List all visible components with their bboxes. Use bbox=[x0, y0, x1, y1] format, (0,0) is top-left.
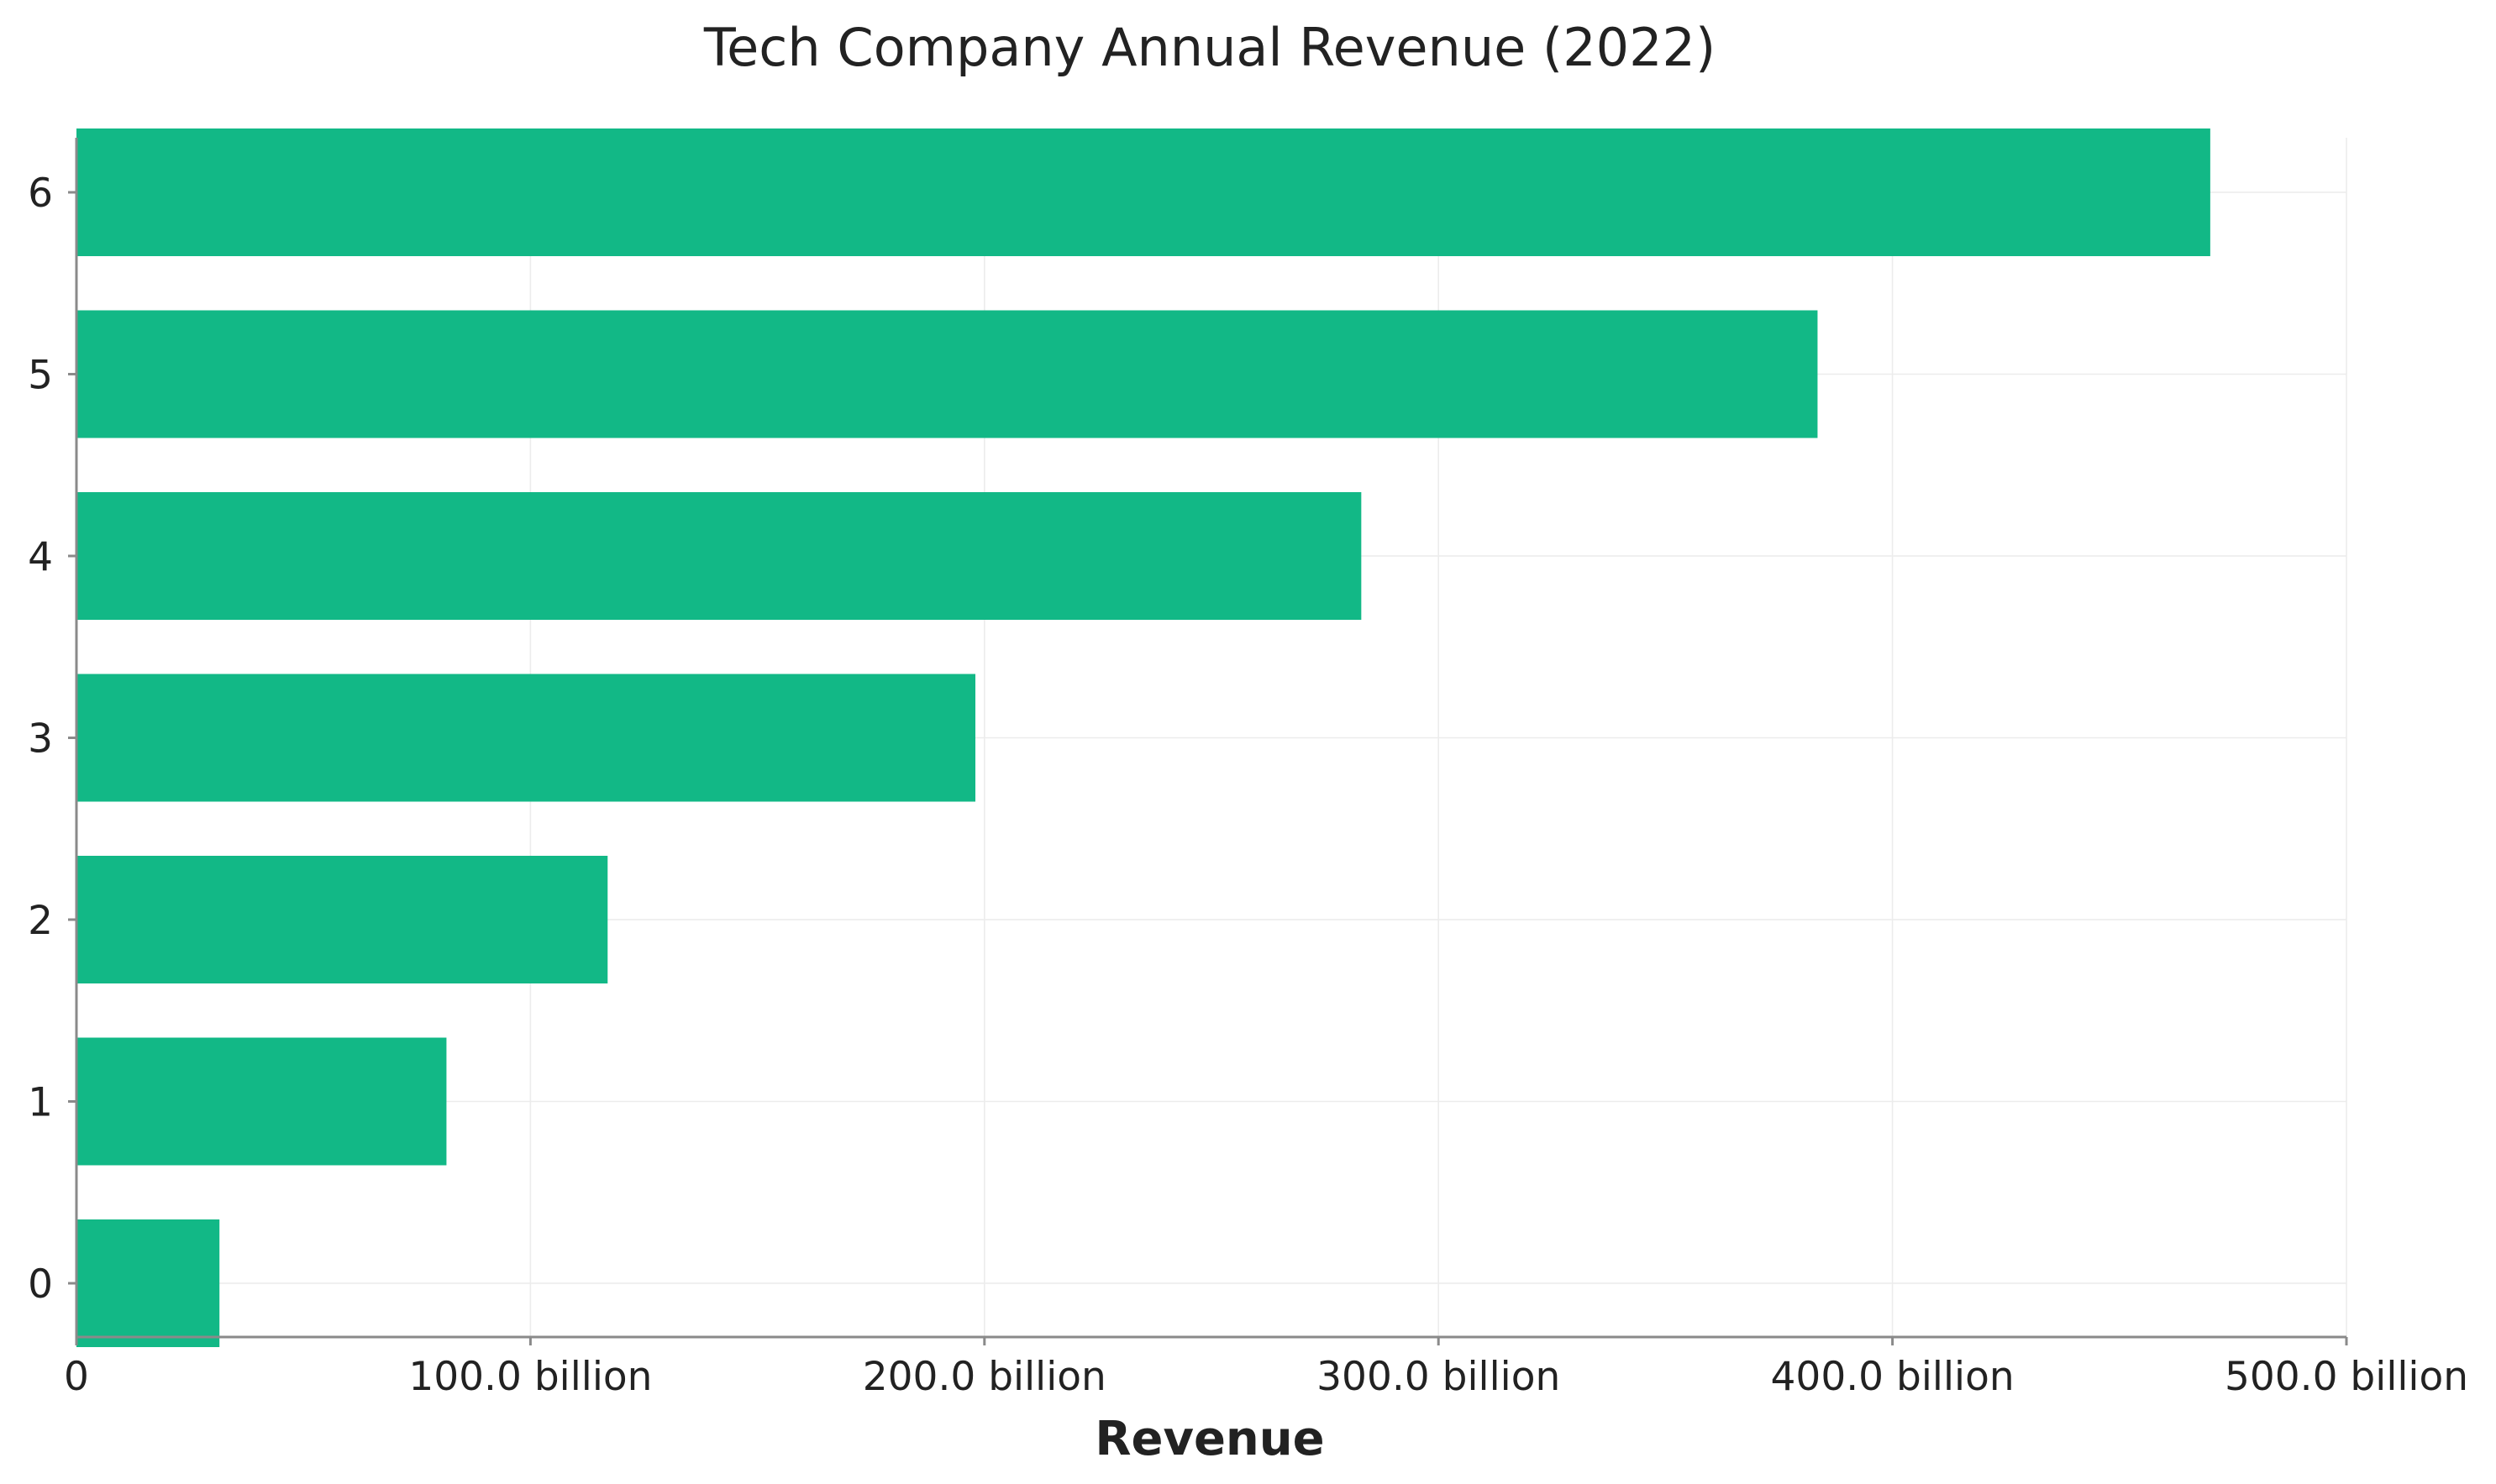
y-tick-label: 6 bbox=[28, 170, 53, 217]
tick-layer: 0 100.0 billion 200.0 billion 300.0 billion… bbox=[28, 170, 2468, 1400]
y-tick-label: 1 bbox=[28, 1080, 53, 1126]
bar-0 bbox=[76, 1219, 220, 1347]
bar-4 bbox=[76, 492, 1362, 620]
y-tick-label: 2 bbox=[28, 898, 53, 944]
bar-layer bbox=[76, 128, 2210, 1347]
x-tick-label: 300.0 billion bbox=[1316, 1354, 1560, 1400]
y-tick-label: 0 bbox=[28, 1261, 53, 1308]
bar-2 bbox=[76, 856, 608, 983]
x-tick-label: 0 bbox=[64, 1354, 89, 1400]
bar-1 bbox=[76, 1037, 447, 1166]
y-tick-label: 5 bbox=[28, 353, 53, 399]
x-tick-label: 200.0 billion bbox=[863, 1354, 1106, 1400]
bar-5 bbox=[76, 310, 1818, 438]
x-axis-title: Revenue bbox=[1095, 1412, 1324, 1466]
bar-3 bbox=[76, 674, 975, 802]
x-tick-label: 100.0 billion bbox=[408, 1354, 652, 1400]
y-tick-label: 4 bbox=[28, 534, 53, 580]
x-tick-label: 400.0 billion bbox=[1771, 1354, 2015, 1400]
chart-title: Tech Company Annual Revenue (2022) bbox=[703, 17, 1716, 78]
x-tick-label: 500.0 billion bbox=[2225, 1354, 2468, 1400]
y-tick-label: 3 bbox=[28, 716, 53, 763]
bar-6 bbox=[76, 128, 2210, 256]
